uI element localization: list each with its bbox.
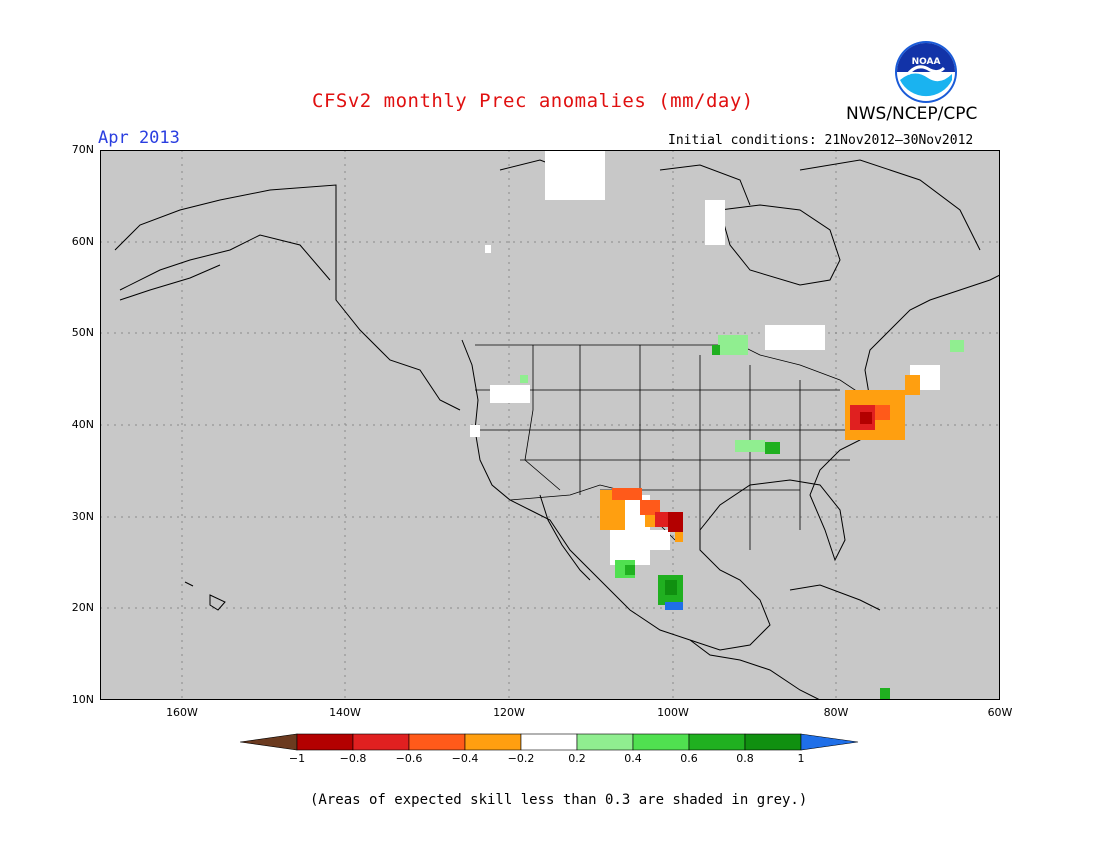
map-panel (100, 150, 1000, 700)
lon-label-60w: 60W (987, 706, 1013, 719)
lon-label-100w: 100W (657, 706, 689, 719)
agency-label: NWS/NCEP/CPC (846, 104, 978, 124)
lat-label-50n: 50N (71, 326, 94, 339)
initial-conditions: Initial conditions: 21Nov2012–30Nov2012 (668, 133, 974, 148)
map-gridlines (100, 150, 1000, 700)
noaa-logo: NOAA (895, 41, 957, 103)
colorbar-segment (576, 733, 634, 751)
colorbar-segment (520, 733, 578, 751)
colorbar-segment (296, 733, 354, 751)
lon-label-140w: 140W (329, 706, 361, 719)
colorbar-label: −0.4 (451, 752, 479, 765)
colorbar-label: −1 (288, 752, 306, 765)
svg-text:NOAA: NOAA (912, 57, 941, 67)
colorbar-segment-gt-1 (800, 733, 859, 751)
colorbar-label: −0.8 (339, 752, 367, 765)
lat-label-70n: 70N (71, 143, 94, 156)
lon-label-80w: 80W (823, 706, 849, 719)
colorbar-label: −0.6 (395, 752, 423, 765)
colorbar-segment (352, 733, 410, 751)
lon-label-120w: 120W (493, 706, 525, 719)
colorbar-segment (464, 733, 522, 751)
colorbar-label: −0.2 (507, 752, 535, 765)
colorbar-label: 0.8 (736, 752, 754, 765)
colorbar-segment-lt-neg1 (240, 733, 298, 751)
colorbar-segment (408, 733, 466, 751)
lat-label-60n: 60N (71, 235, 94, 248)
colorbar-segment (744, 733, 802, 751)
lon-label-160w: 160W (166, 706, 198, 719)
lat-label-40n: 40N (71, 418, 94, 431)
colorbar-label: 0.2 (568, 752, 586, 765)
lat-label-10n: 10N (71, 693, 94, 706)
lat-label-30n: 30N (71, 510, 94, 523)
colorbar-label: 0.4 (624, 752, 642, 765)
colorbar (240, 733, 859, 751)
colorbar-label: 1 (797, 752, 805, 765)
colorbar-segment (632, 733, 690, 751)
skill-footnote: (Areas of expected skill less than 0.3 a… (310, 792, 808, 808)
colorbar-label: 0.6 (680, 752, 698, 765)
colorbar-segment (688, 733, 746, 751)
anomaly-shading (470, 150, 964, 700)
forecast-month: Apr 2013 (98, 128, 180, 148)
chart-title: CFSv2 monthly Prec anomalies (mm/day) (312, 90, 754, 112)
lat-label-20n: 20N (71, 601, 94, 614)
